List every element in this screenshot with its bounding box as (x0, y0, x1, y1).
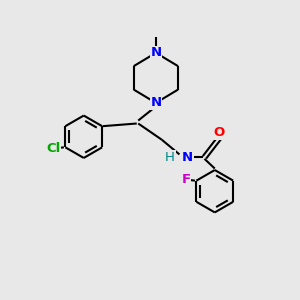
Text: N: N (150, 96, 161, 110)
Text: N: N (182, 151, 193, 164)
Text: N: N (150, 46, 161, 59)
Text: F: F (182, 172, 191, 186)
Text: H: H (165, 151, 175, 164)
Text: O: O (214, 126, 225, 140)
Text: Cl: Cl (46, 142, 60, 155)
